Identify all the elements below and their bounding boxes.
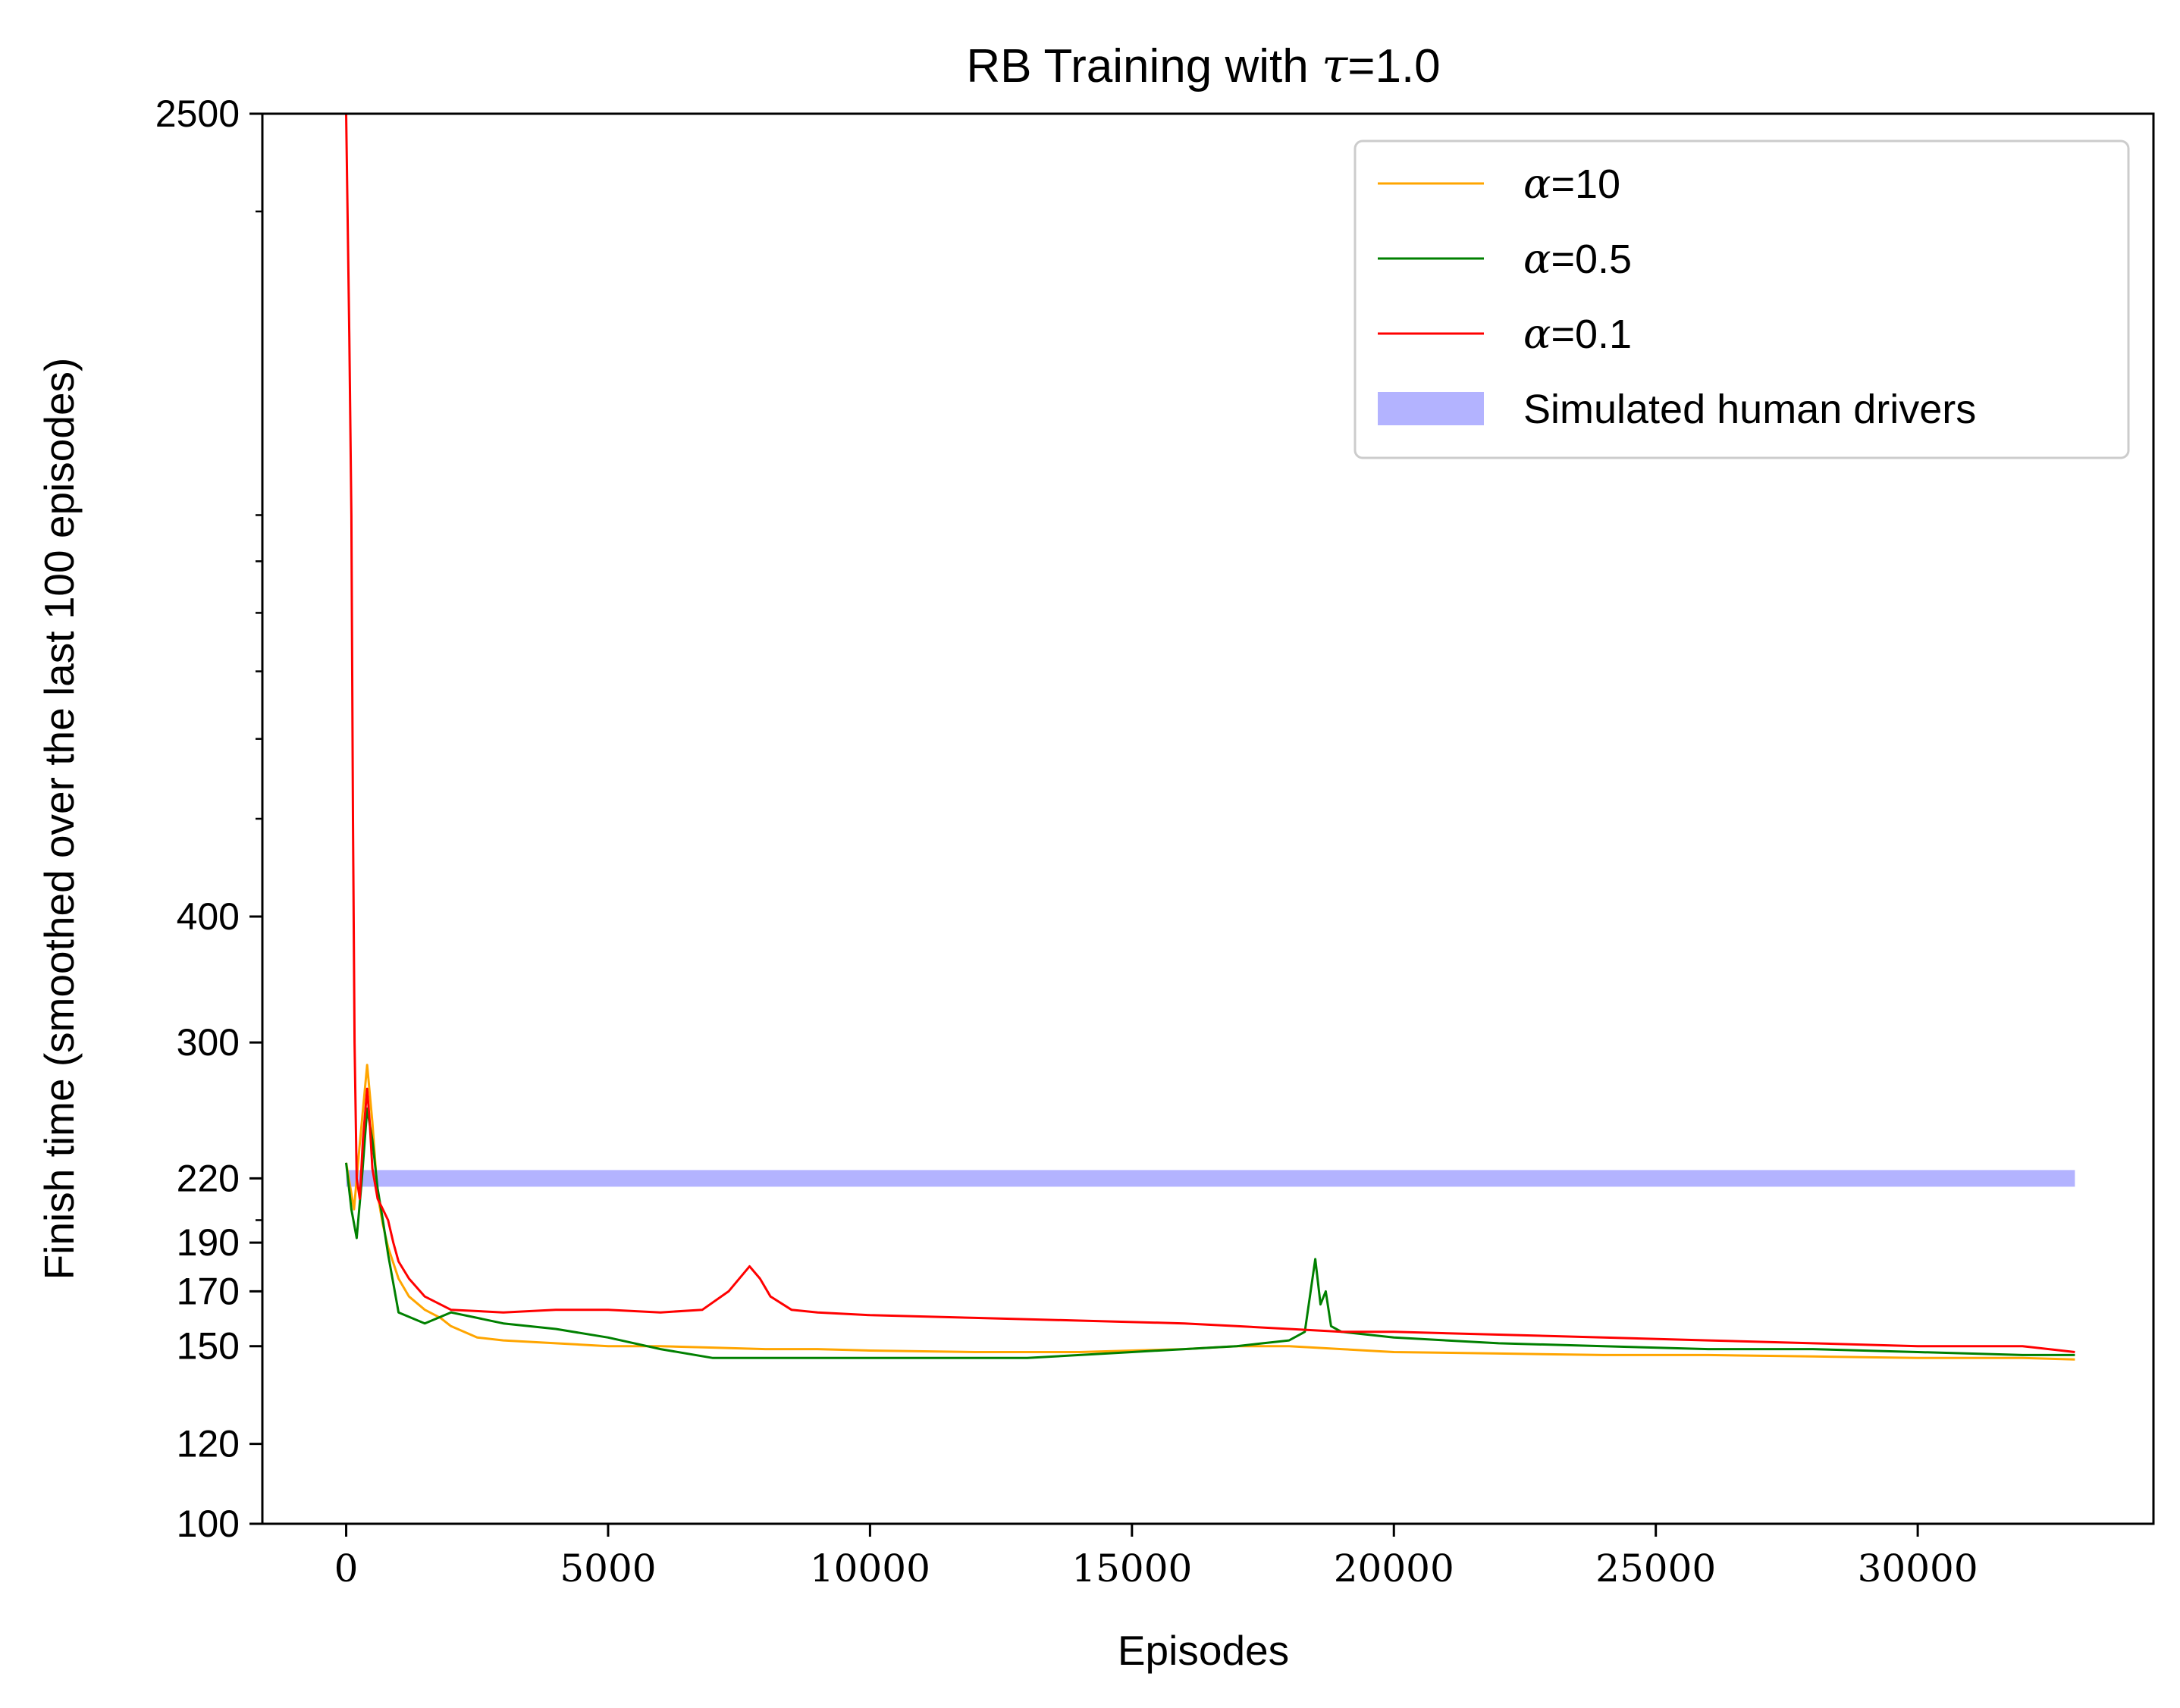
- series-line-2: [345, 113, 2075, 1353]
- legend-swatch: [1378, 392, 1484, 425]
- legend-label: α=0.5: [1523, 235, 1632, 283]
- legend-symbol: α: [1523, 235, 1551, 283]
- x-axis-label: Episodes: [1118, 1627, 1289, 1674]
- series-line-1: [345, 1107, 2075, 1359]
- y-tick-label: 120: [177, 1423, 240, 1465]
- legend-label: Simulated human drivers: [1523, 387, 1976, 432]
- legend-item: α=0.5: [1378, 235, 1632, 283]
- plot-frame: [261, 112, 2155, 1525]
- legend-label: α=10: [1523, 160, 1620, 208]
- x-tick-label: 20000: [1334, 1547, 1454, 1590]
- y-axis: 100 120 150 170 190 220 300 400 2500: [155, 92, 262, 1545]
- x-tick-label: 25000: [1595, 1547, 1716, 1590]
- x-tick-label: 15000: [1071, 1547, 1192, 1590]
- legend-symbol: α: [1523, 310, 1551, 358]
- y-tick-label: 150: [177, 1325, 240, 1368]
- chart-title: RB Training with τ=1.0: [966, 38, 1440, 93]
- title-prefix: RB Training with: [966, 40, 1322, 92]
- y-tick-label: 220: [177, 1157, 240, 1199]
- legend-name: Simulated human drivers: [1523, 387, 1976, 432]
- title-symbol: τ: [1322, 38, 1349, 93]
- legend-item: α=10: [1378, 160, 1620, 208]
- title-suffix: =1.0: [1347, 40, 1440, 92]
- y-axis-label: Finish time (smoothed over the last 100 …: [36, 358, 83, 1280]
- y-tick-label: 400: [177, 895, 240, 938]
- legend-item: α=0.1: [1378, 310, 1632, 358]
- legend-label: α=0.1: [1523, 310, 1632, 358]
- x-tick-label: 10000: [810, 1547, 930, 1590]
- legend-name: =0.5: [1551, 237, 1632, 282]
- y-tick-label: 170: [177, 1270, 240, 1312]
- x-tick-label: 0: [334, 1547, 359, 1590]
- y-tick-label: 190: [177, 1221, 240, 1264]
- plot-content: [345, 113, 2075, 1361]
- legend-box: [1353, 139, 2130, 459]
- x-tick-label: 30000: [1858, 1547, 1978, 1590]
- x-tick-label: 5000: [560, 1547, 656, 1590]
- legend-symbol: α: [1523, 160, 1551, 208]
- y-tick-label: 2500: [155, 92, 240, 135]
- x-axis: 0 5000 10000 15000 20000 25000 30000: [334, 1524, 1978, 1590]
- y-tick-label: 300: [177, 1021, 240, 1064]
- legend-name: =0.1: [1551, 312, 1632, 357]
- legend-name: =10: [1551, 161, 1620, 207]
- y-tick-label: 100: [177, 1503, 240, 1545]
- legend-item: Simulated human drivers: [1378, 387, 1976, 432]
